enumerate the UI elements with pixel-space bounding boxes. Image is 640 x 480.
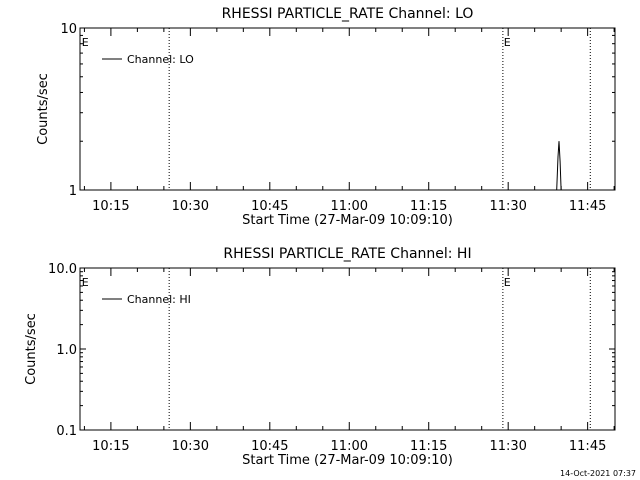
chart-title: RHESSI PARTICLE_RATE Channel: HI <box>223 246 471 262</box>
y-axis-label: Counts/sec <box>36 73 51 145</box>
x-tick-label: 10:30 <box>172 199 209 214</box>
data-series-line <box>556 141 562 191</box>
y-tick-label: 10.0 <box>48 262 77 277</box>
x-tick-label: 10:15 <box>92 199 129 214</box>
x-axis-label: Start Time (27-Mar-09 10:09:10) <box>242 453 453 468</box>
x-tick-label: 11:00 <box>331 199 368 214</box>
x-tick-label: 11:45 <box>569 199 606 214</box>
x-tick-label: 10:45 <box>251 439 288 454</box>
x-tick-label: 10:30 <box>172 439 209 454</box>
x-tick-label: 11:15 <box>410 439 447 454</box>
legend-label: Channel: LO <box>127 53 194 66</box>
event-flag-label: E <box>82 276 89 289</box>
x-tick-label: 11:30 <box>489 439 526 454</box>
x-tick-label: 11:15 <box>410 199 447 214</box>
footer-timestamp: 14-Oct-2021 07:37 <box>560 469 636 478</box>
x-tick-label: 11:30 <box>489 199 526 214</box>
x-tick-label: 11:45 <box>569 439 606 454</box>
y-axis-label: Counts/sec <box>24 313 39 385</box>
y-tick-label: 1 <box>69 184 77 199</box>
y-tick-label: 10 <box>60 22 77 37</box>
x-tick-label: 10:15 <box>92 439 129 454</box>
plot-frame <box>79 27 616 191</box>
event-flag-label: E <box>504 276 511 289</box>
event-flag-label: E <box>82 36 89 49</box>
legend-label: Channel: HI <box>127 293 191 306</box>
event-flag-label: E <box>504 36 511 49</box>
chart-title: RHESSI PARTICLE_RATE Channel: LO <box>222 6 474 22</box>
x-tick-label: 11:00 <box>331 439 368 454</box>
y-tick-label: 1.0 <box>56 343 77 358</box>
y-tick-label: 0.1 <box>56 424 77 439</box>
x-axis-label: Start Time (27-Mar-09 10:09:10) <box>242 213 453 228</box>
x-tick-label: 10:45 <box>251 199 288 214</box>
